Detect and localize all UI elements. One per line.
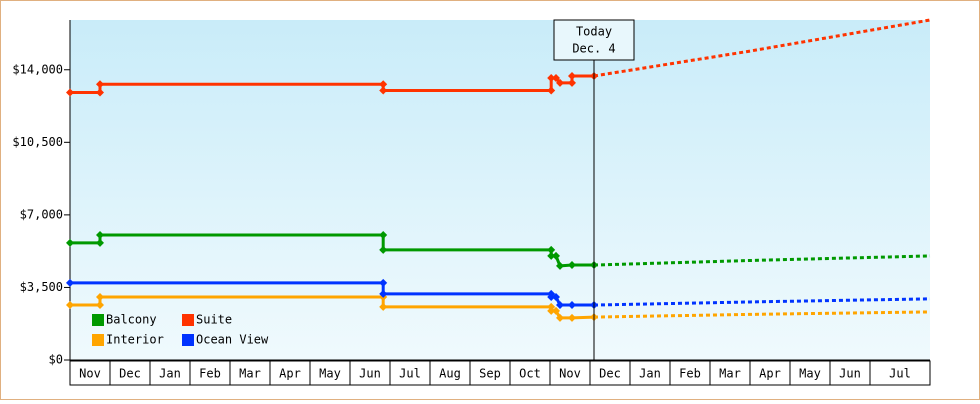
- legend-label: Balcony: [106, 313, 157, 327]
- point: [96, 292, 104, 301]
- x-tick-cell: [829, 360, 871, 386]
- point: [96, 301, 104, 310]
- point: [547, 86, 556, 95]
- y-tick-label: $3,500: [20, 280, 63, 294]
- point: [547, 292, 556, 301]
- y-tick-label: $10,500: [12, 135, 63, 149]
- point: [556, 78, 564, 87]
- x-tick-label: Dec: [599, 367, 621, 381]
- x-tick-label: Jun: [359, 367, 381, 381]
- x-tick-label: Jul: [889, 367, 911, 381]
- point: [547, 251, 556, 260]
- point: [556, 313, 564, 322]
- x-tick-cell: [669, 360, 711, 386]
- x-tick-label: Sep: [479, 367, 501, 381]
- x-tick-label: Oct: [519, 367, 541, 381]
- point: [379, 302, 388, 311]
- x-tick-cell: [429, 360, 471, 386]
- point: [547, 245, 556, 254]
- point: [96, 88, 104, 97]
- point: [552, 306, 560, 315]
- point: [552, 74, 560, 83]
- today-label: Today: [576, 25, 612, 39]
- x-tick-label: Feb: [199, 367, 221, 381]
- x-tick-label: Mar: [719, 367, 741, 381]
- x-tick-label: May: [799, 367, 821, 381]
- y-tick-label: $0: [49, 353, 63, 367]
- y-tick-label: $7,000: [20, 207, 63, 221]
- plot-area: [70, 20, 930, 360]
- x-tick-label: Feb: [679, 367, 701, 381]
- point: [547, 74, 556, 83]
- x-tick-cell: [549, 360, 591, 386]
- point: [66, 301, 74, 310]
- x-tick-cell: [229, 360, 271, 386]
- legend-label: Interior: [106, 333, 164, 347]
- x-tick-label: May: [319, 367, 341, 381]
- x-tick-cell: [349, 360, 391, 386]
- point: [568, 78, 576, 87]
- legend-swatch: [182, 314, 194, 326]
- x-tick-cell: [749, 360, 791, 386]
- point: [96, 230, 104, 239]
- point: [66, 238, 74, 247]
- x-tick-label: Aug: [439, 367, 461, 381]
- x-tick-cell: [149, 360, 191, 386]
- forecast-line: [593, 297, 931, 307]
- point: [96, 80, 104, 89]
- forecast-line: [593, 18, 931, 78]
- legend-swatch: [92, 314, 104, 326]
- y-tick-label: $14,000: [12, 62, 63, 76]
- today-box: [553, 19, 635, 61]
- x-tick-label: Nov: [79, 367, 101, 381]
- x-tick-label: Mar: [239, 367, 261, 381]
- point: [568, 301, 576, 310]
- x-tick-cell: [189, 360, 231, 386]
- point: [66, 88, 74, 97]
- x-tick-cell: [509, 360, 551, 386]
- x-tick-cell: [109, 360, 151, 386]
- point: [379, 86, 388, 95]
- x-tick-label: Nov: [559, 367, 581, 381]
- x-tick-label: Jul: [399, 367, 421, 381]
- today-date: Dec. 4: [572, 42, 615, 56]
- x-tick-cell: [869, 360, 931, 386]
- point: [556, 301, 564, 310]
- point: [568, 71, 576, 80]
- forecast-line: [593, 310, 931, 319]
- point: [568, 313, 576, 322]
- x-tick-cell: [789, 360, 831, 386]
- x-tick-label: Dec: [119, 367, 141, 381]
- x-tick-label: Jun: [839, 367, 861, 381]
- point: [547, 306, 556, 315]
- legend-swatch: [182, 334, 194, 346]
- point: [379, 278, 388, 287]
- point: [379, 289, 388, 298]
- x-tick-cell: [69, 360, 111, 386]
- point: [379, 230, 388, 239]
- x-tick-label: Jan: [639, 367, 661, 381]
- legend-label: Suite: [196, 313, 232, 327]
- point: [552, 292, 560, 301]
- x-tick-label: Apr: [279, 367, 301, 381]
- legend-swatch: [92, 334, 104, 346]
- forecast-line: [593, 254, 931, 267]
- x-tick-label: Apr: [759, 367, 781, 381]
- point: [568, 261, 576, 270]
- x-tick-cell: [629, 360, 671, 386]
- legend-label: Ocean View: [196, 333, 269, 347]
- point: [552, 251, 560, 260]
- point: [556, 261, 564, 270]
- point: [96, 238, 104, 247]
- point: [379, 245, 388, 254]
- point: [379, 80, 388, 89]
- point: [66, 278, 74, 287]
- x-tick-label: Jan: [159, 367, 181, 381]
